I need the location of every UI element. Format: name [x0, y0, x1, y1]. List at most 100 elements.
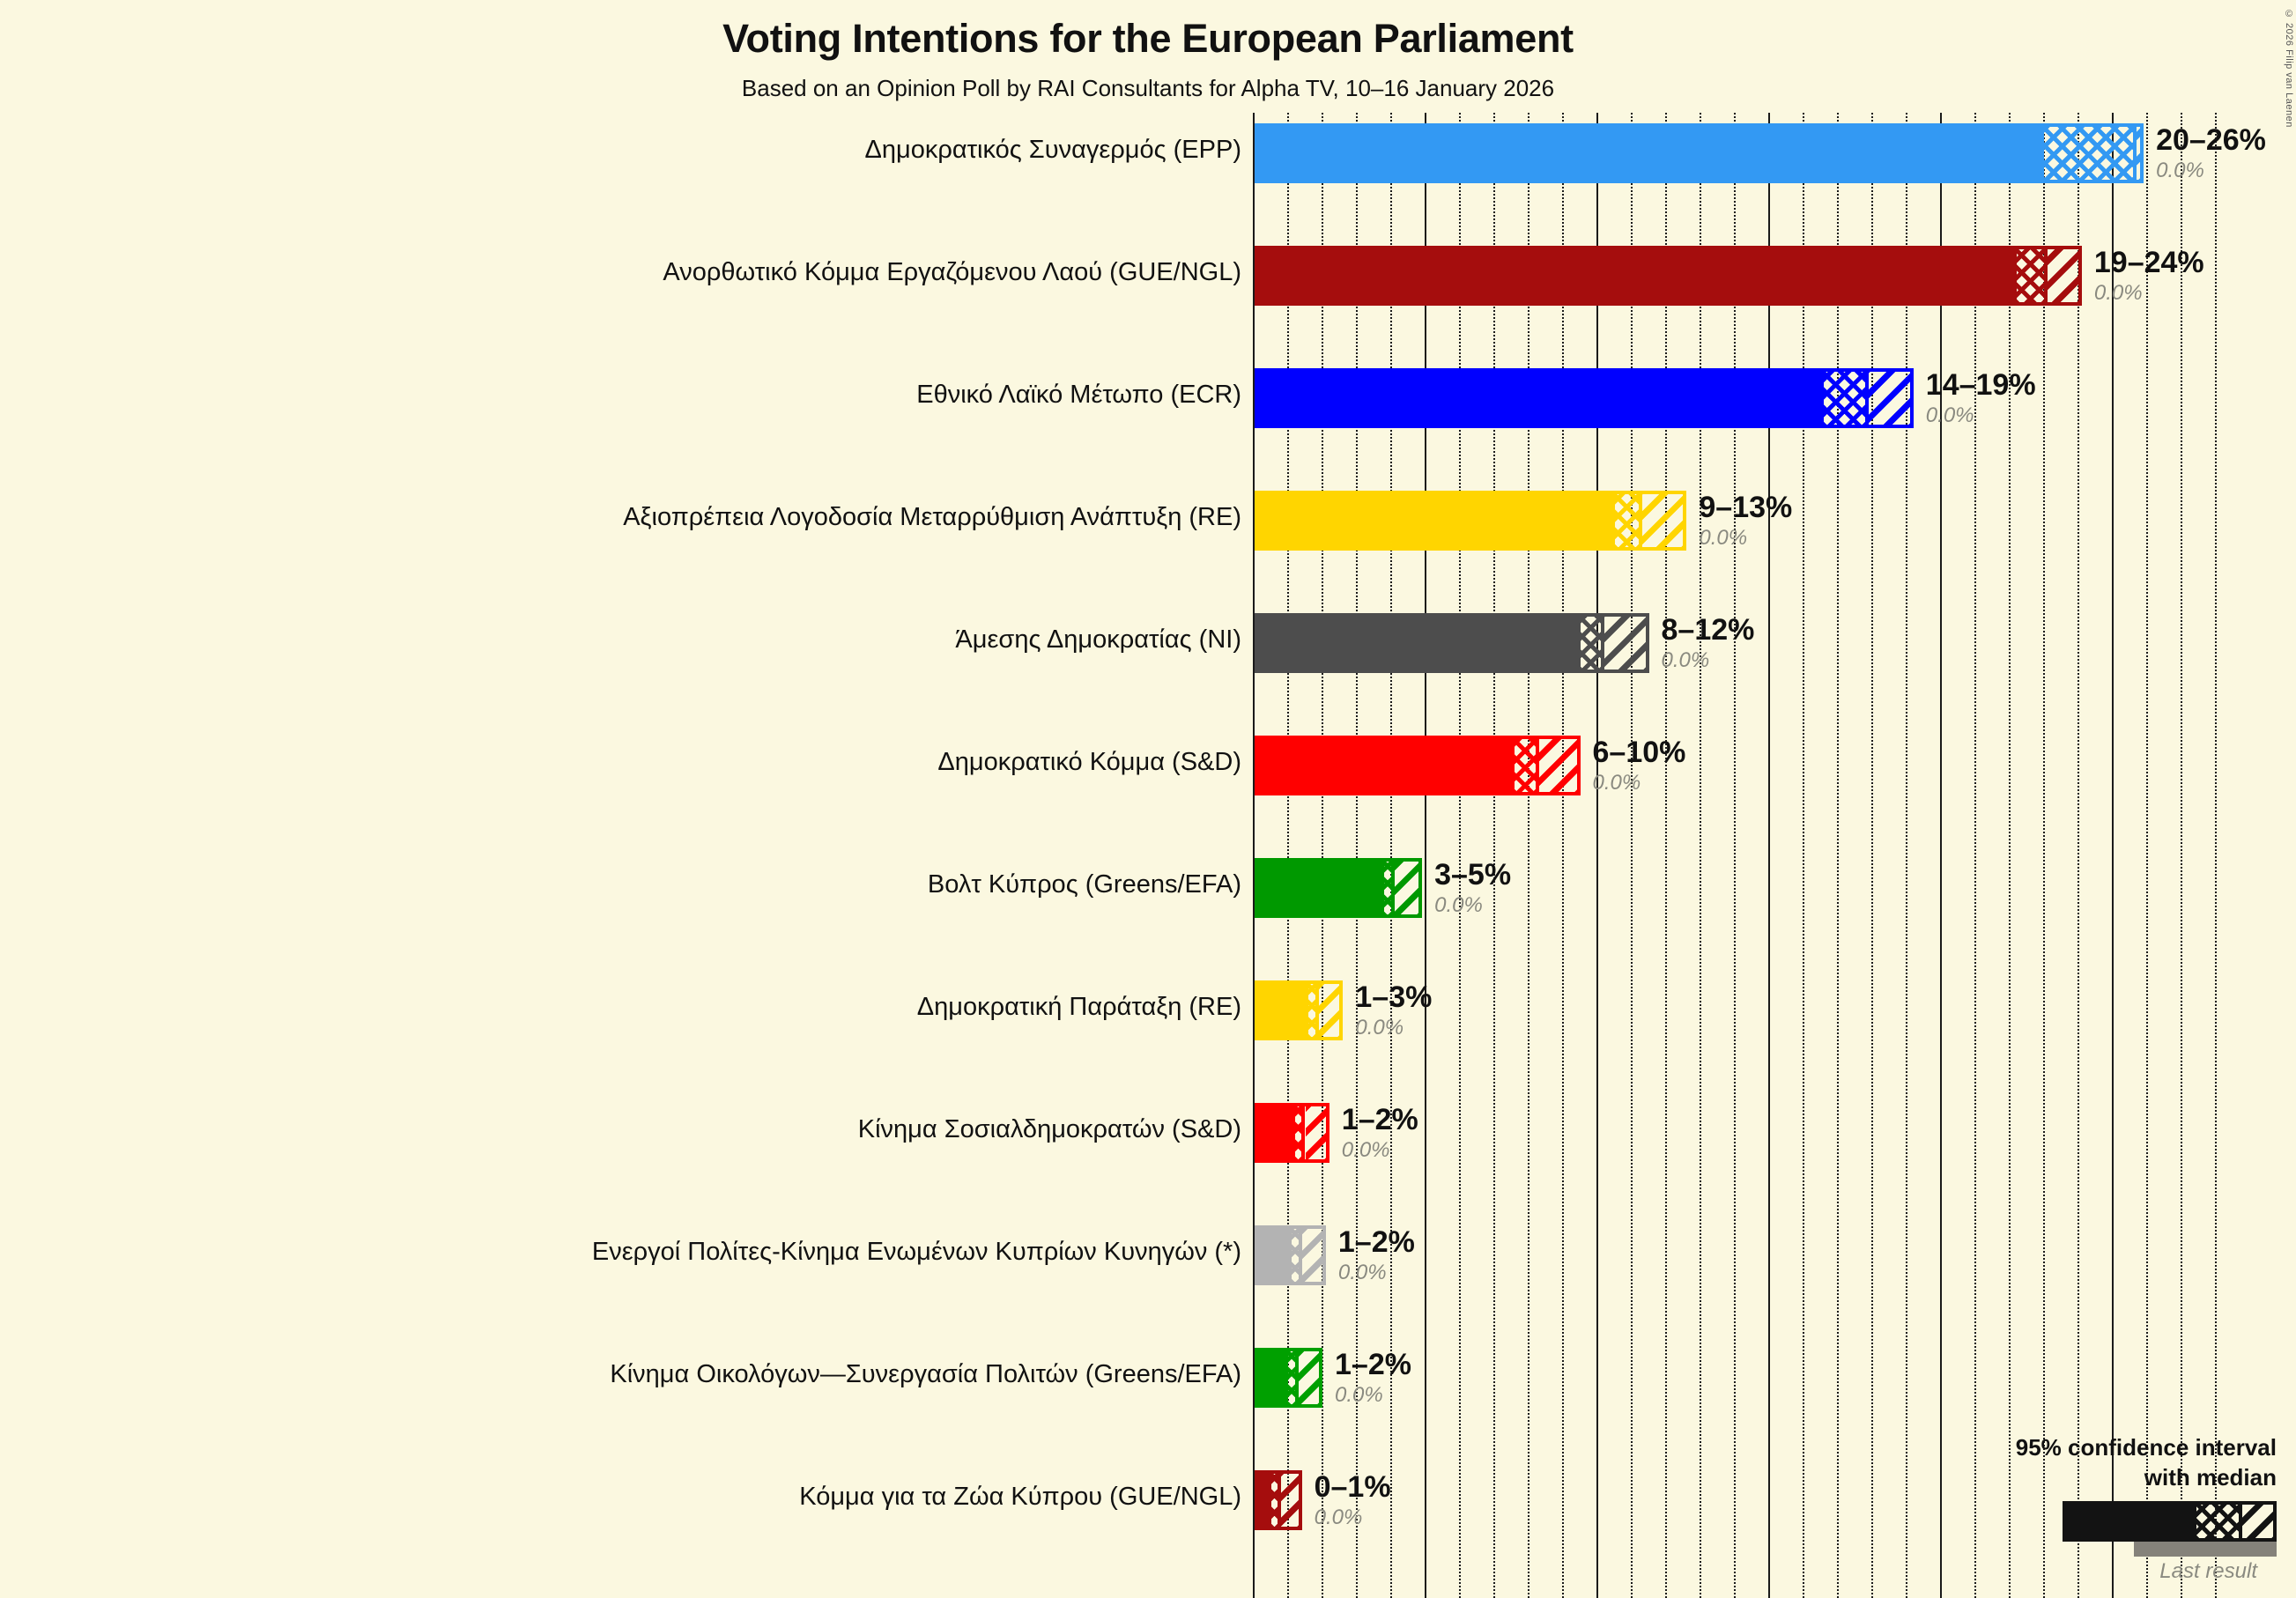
party-label: Δημοκρατικός Συναγερμός (EPP) [864, 136, 1242, 164]
bar-outline [1254, 858, 1423, 918]
value-range: 0–1% [1314, 1470, 1391, 1504]
last-result-value: 0.0% [1355, 1016, 1404, 1039]
chart-row: Δημοκρατική Παράταξη (RE) 1–3% 0.0% [0, 980, 2296, 1040]
last-result-value: 0.0% [2156, 159, 2204, 182]
bar-segment-solid [1254, 980, 1309, 1040]
bar-segment-crosshatch [1288, 1348, 1299, 1408]
value-range: 1–2% [1341, 1103, 1418, 1136]
gridline-minor [2146, 113, 2148, 1598]
value-block: 9–13% 0.0% [1699, 492, 1792, 551]
legend-median-divider [2239, 1501, 2242, 1542]
value-range: 1–2% [1335, 1348, 1411, 1381]
value-range: 14–19% [1925, 368, 2036, 402]
chart-subtitle: Based on an Opinion Poll by RAI Consulta… [741, 75, 1555, 101]
party-label: Κίνημα Σοσιαλδημοκρατών (S&D) [857, 1115, 1241, 1143]
value-range: 20–26% [2156, 123, 2266, 157]
bar-outline [1254, 123, 2144, 183]
copyright-notice: © 2026 Filip van Laenen [2284, 9, 2294, 128]
value-block: 19–24% 0.0% [2094, 248, 2204, 306]
gridline-minor [2181, 113, 2182, 1598]
bar-segment-crosshatch [2044, 123, 2137, 183]
gridline-major [2112, 113, 2114, 1598]
bar-segment-diagonal [1301, 1225, 1326, 1285]
gridline-major [1425, 113, 1426, 1598]
value-block: 8–12% 0.0% [1662, 615, 1755, 673]
page-title: Voting Intentions for the European Parli… [722, 16, 1574, 61]
bar-outline [1254, 1225, 1326, 1285]
bar-segment-solid [1254, 123, 2044, 183]
last-result-value: 0.0% [1434, 893, 1483, 917]
bar-outline [1254, 1348, 1322, 1408]
value-block: 0–1% 0.0% [1315, 1472, 1391, 1530]
party-label: Βολτ Κύπρος (Greens/EFA) [927, 870, 1241, 899]
gridline-minor [1871, 113, 1873, 1598]
bar-outline [1254, 980, 1344, 1040]
bar-segment-crosshatch [1515, 736, 1539, 795]
gridline-minor [1906, 113, 1907, 1598]
legend-swatch-outline [2063, 1501, 2277, 1542]
gridline-minor [2215, 113, 2217, 1598]
bar-segment-solid [1254, 858, 1385, 918]
chart-row: Αξιοπρέπεια Λογοδοσία Μεταρρύθμιση Ανάπτ… [0, 491, 2296, 551]
bar-outline [1254, 1103, 1329, 1163]
confidence-interval-bar [1254, 613, 1649, 673]
last-result-value: 0.0% [1314, 1506, 1363, 1529]
bar-segment-crosshatch [1614, 491, 1642, 551]
gridline-minor [1700, 113, 1701, 1598]
chart-row: Ανορθωτικό Κόμμα Εργαζόμενου Λαού (GUE/N… [0, 246, 2296, 306]
bar-outline [1254, 368, 1914, 428]
party-label: Ενεργοί Πολίτες-Κίνημα Ενωμένων Κυπρίων … [591, 1238, 1241, 1266]
bar-segment-solid [1254, 246, 2017, 306]
bar-outline [1254, 491, 1687, 551]
bar-segment-diagonal [1641, 491, 1687, 551]
chart-row: Ενεργοί Πολίτες-Κίνημα Ενωμένων Κυπρίων … [0, 1225, 2296, 1285]
value-block: 1–2% 0.0% [1342, 1105, 1418, 1163]
last-result-value: 0.0% [1341, 1138, 1390, 1162]
bar-segment-crosshatch [2016, 246, 2048, 306]
gridline-minor [1390, 113, 1392, 1598]
bar-segment-diagonal [1319, 980, 1344, 1040]
bar-segment-crosshatch [1580, 613, 1604, 673]
bar-outline [1254, 613, 1649, 673]
chart-row: Εθνικό Λαϊκό Μέτωπο (ECR) 14–19% 0.0% [0, 368, 2296, 428]
value-range: 19–24% [2093, 246, 2204, 279]
chart-row: Δημοκρατικό Κόμμα (S&D) 6–10% 0.0% [0, 736, 2296, 795]
bar-segment-diagonal [1281, 1470, 1302, 1530]
bar-outline [1254, 736, 1581, 795]
value-block: 20–26% 0.0% [2156, 125, 2266, 183]
confidence-interval-bar [1254, 491, 1687, 551]
last-result-value: 0.0% [1335, 1383, 1383, 1407]
legend-last-result-swatch [2134, 1542, 2277, 1557]
bar-segment-diagonal [1603, 613, 1649, 673]
chart-row: Κόμμα για τα Ζώα Κύπρου (GUE/NGL) 0–1% 0.0… [0, 1470, 2296, 1530]
bar-segment-diagonal [1394, 858, 1423, 918]
party-label: Αξιοπρέπεια Λογοδοσία Μεταρρύθμιση Ανάπτ… [623, 503, 1241, 531]
gridline-minor [1631, 113, 1633, 1598]
chart-row: Βολτ Κύπρος (Greens/EFA) 3–5% 0.0% [0, 858, 2296, 918]
bar-segment-crosshatch [1824, 368, 1870, 428]
bar-segment-solid [1254, 1348, 1288, 1408]
gridline-major [1940, 113, 1942, 1598]
bar-segment-solid [1254, 1103, 1295, 1163]
gridline-minor [2043, 113, 2045, 1598]
gridline-minor [1665, 113, 1667, 1598]
value-block: 3–5% 0.0% [1434, 860, 1511, 918]
value-block: 6–10% 0.0% [1593, 737, 1686, 795]
confidence-interval-bar [1254, 858, 1423, 918]
value-block: 1–3% 0.0% [1355, 982, 1432, 1040]
bar-segment-diagonal [1298, 1348, 1322, 1408]
chart-row: Δημοκρατικός Συναγερμός (EPP) 20–26% 0.0% [0, 123, 2296, 183]
gridline-minor [1562, 113, 1564, 1598]
last-result-value: 0.0% [1925, 403, 1974, 427]
bar-segment-crosshatch [1308, 980, 1320, 1040]
bar-outline [1254, 246, 2082, 306]
bar-segment-crosshatch [1291, 1225, 1302, 1285]
gridline-minor [1528, 113, 1529, 1598]
bar-segment-crosshatch [1294, 1103, 1306, 1163]
last-result-value: 0.0% [1592, 771, 1641, 795]
value-range: 1–3% [1355, 980, 1433, 1014]
gridline-minor [1356, 113, 1358, 1598]
value-range: 1–2% [1337, 1225, 1415, 1259]
gridline-minor [1287, 113, 1289, 1598]
